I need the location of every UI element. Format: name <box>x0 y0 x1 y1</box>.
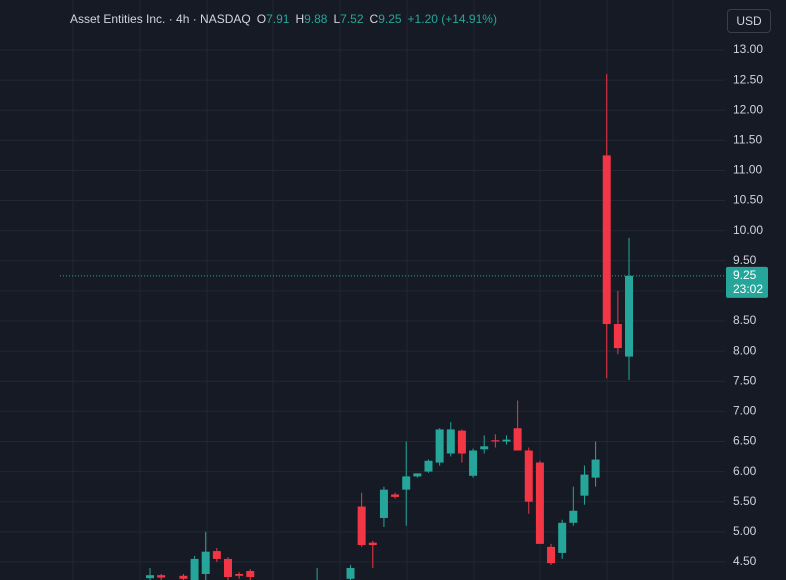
last-price-box <box>726 266 768 298</box>
candle-body <box>569 510 578 523</box>
y-tick-label: 13.00 <box>733 42 763 56</box>
candle-body <box>502 439 511 442</box>
grid <box>0 49 725 563</box>
candle-body <box>457 430 466 454</box>
candle-body <box>402 476 411 490</box>
symbol: Asset Entities Inc. · 4h · NASDAQ <box>70 12 251 26</box>
candle-body <box>469 450 478 476</box>
high-value: 9.88 <box>304 12 328 26</box>
candle-body <box>379 489 388 518</box>
y-tick-label: 8.00 <box>733 343 757 357</box>
candle-body <box>368 542 377 546</box>
candle-body <box>223 558 232 577</box>
candle-body <box>146 575 154 579</box>
y-tick-label: 7.50 <box>733 373 757 387</box>
candle-body <box>357 506 366 546</box>
y-tick-label: 6.00 <box>733 464 757 478</box>
y-tick-label: 8.50 <box>733 313 757 327</box>
candle-body <box>480 446 489 450</box>
close-label: C <box>369 12 379 26</box>
close-value: 9.25 <box>378 12 402 26</box>
candle-body <box>391 494 400 497</box>
candle-body <box>535 462 544 544</box>
y-tick-label: 5.00 <box>733 524 757 538</box>
candle-body <box>602 155 611 325</box>
candle-body <box>346 567 355 579</box>
y-tick-label: 12.00 <box>733 102 763 116</box>
candle-body <box>446 429 455 454</box>
candle-body <box>179 575 188 579</box>
candle-body <box>190 558 199 580</box>
candle-body <box>235 573 244 576</box>
open-value: 7.91 <box>266 12 290 26</box>
price-axis: 4.505.005.506.006.507.007.508.008.509.00… <box>726 42 768 568</box>
candle-body <box>212 551 221 559</box>
candle-body <box>513 428 522 451</box>
candle-body <box>547 546 556 564</box>
y-tick-label: 10.00 <box>733 223 763 237</box>
change: +1.20 (+14.91%) <box>407 12 497 26</box>
candle-body <box>413 473 422 477</box>
y-tick-label: 10.50 <box>733 193 763 207</box>
candle-body <box>613 324 622 349</box>
candle-body <box>625 275 634 357</box>
currency-button[interactable]: USD <box>727 9 771 33</box>
candle-body <box>580 474 589 496</box>
candle-body <box>157 575 166 578</box>
low-value: 7.52 <box>340 12 364 26</box>
plot-area <box>146 74 634 580</box>
candle-body <box>558 522 567 553</box>
y-tick-label: 9.50 <box>733 253 757 267</box>
y-tick-label: 5.50 <box>733 494 757 508</box>
y-tick-label: 4.50 <box>733 554 757 568</box>
legend-header: Asset Entities Inc. · 4h · NASDAQ O 7.91 … <box>70 12 497 26</box>
countdown-label: 23:02 <box>733 282 763 296</box>
y-tick-label: 6.50 <box>733 434 757 448</box>
open-label: O <box>256 12 267 26</box>
candle-body <box>435 429 444 463</box>
y-tick-label: 7.00 <box>733 404 757 418</box>
candle-body <box>201 551 210 574</box>
candle-body <box>591 459 600 478</box>
candle-body <box>424 460 433 472</box>
y-tick-label: 12.50 <box>733 72 763 86</box>
y-tick-label: 11.00 <box>733 163 762 177</box>
candle-body <box>524 450 533 502</box>
high-label: H <box>295 12 305 26</box>
y-tick-label: 11.50 <box>733 133 762 147</box>
candle-body <box>246 570 255 577</box>
last-price-label: 9.25 <box>733 268 757 282</box>
low-label: L <box>333 12 341 26</box>
candle-body <box>491 440 500 442</box>
